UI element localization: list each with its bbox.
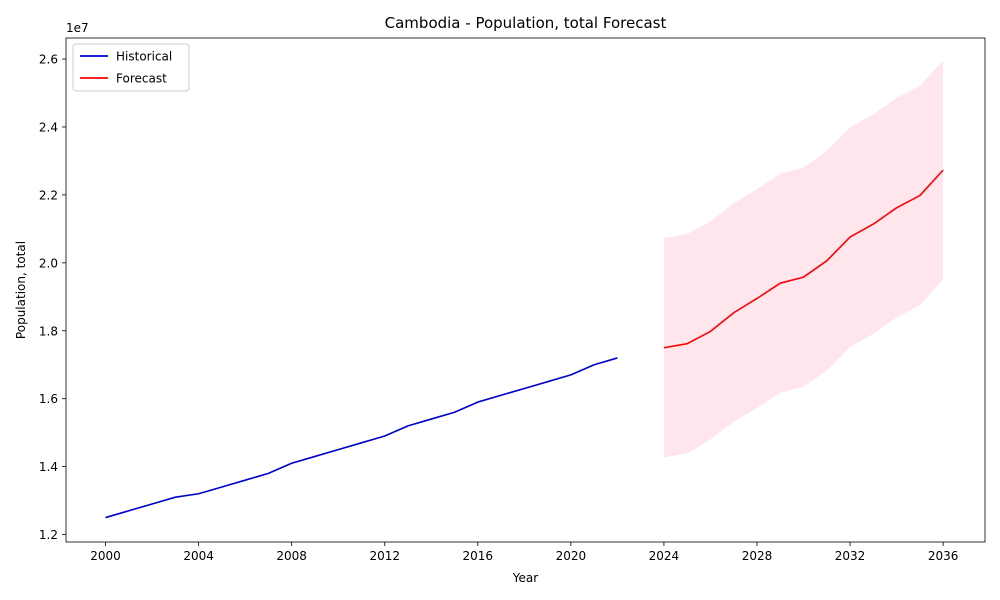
y-axis-offset-label: 1e7 — [66, 21, 89, 35]
y-axis-label: Population, total — [14, 241, 28, 339]
y-tick-label: 2.2 — [39, 188, 58, 202]
x-tick-label: 2028 — [742, 549, 773, 563]
x-tick-label: 2024 — [649, 549, 680, 563]
y-tick-label: 1.4 — [39, 460, 58, 474]
legend-label-forecast: Forecast — [116, 72, 167, 86]
x-tick-label: 2020 — [556, 549, 587, 563]
legend: Historical Forecast — [73, 44, 189, 91]
x-tick-label: 2000 — [90, 549, 121, 563]
legend-label-historical: Historical — [116, 50, 172, 64]
x-tick-label: 2004 — [183, 549, 214, 563]
y-tick-label: 1.6 — [39, 392, 58, 406]
y-tick-label: 2.0 — [39, 256, 58, 270]
y-tick-label: 1.8 — [39, 324, 58, 338]
y-tick-label: 2.4 — [39, 120, 58, 134]
y-tick-label: 2.6 — [39, 53, 58, 67]
chart-title: Cambodia - Population, total Forecast — [385, 14, 667, 32]
x-tick-label: 2012 — [369, 549, 400, 563]
y-tick-label: 1.2 — [39, 528, 58, 542]
x-axis-label: Year — [512, 571, 538, 585]
x-tick-label: 2008 — [276, 549, 307, 563]
x-tick-label: 2016 — [463, 549, 494, 563]
x-tick-label: 2036 — [928, 549, 959, 563]
x-tick-label: 2032 — [835, 549, 866, 563]
